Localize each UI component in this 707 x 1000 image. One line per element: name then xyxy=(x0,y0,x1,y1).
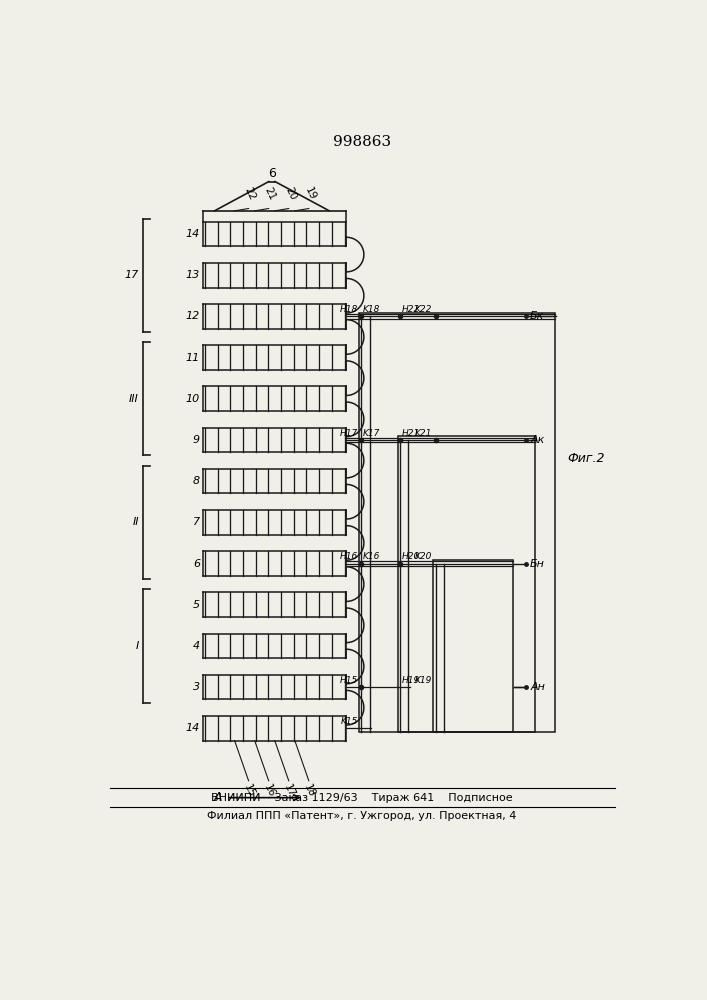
Bar xyxy=(397,436,534,732)
Text: 6: 6 xyxy=(193,559,200,569)
Text: H21: H21 xyxy=(402,429,420,438)
Text: H19: H19 xyxy=(402,676,420,685)
Text: 14: 14 xyxy=(186,723,200,733)
Text: 9: 9 xyxy=(193,435,200,445)
Text: Бк: Бк xyxy=(530,311,544,321)
Text: Бн: Бн xyxy=(530,559,545,569)
Text: 5: 5 xyxy=(193,600,200,610)
Text: K15: K15 xyxy=(341,717,358,726)
Text: 15: 15 xyxy=(242,783,257,799)
Text: 7: 7 xyxy=(193,517,200,527)
Text: 22: 22 xyxy=(243,185,257,202)
Text: 13: 13 xyxy=(186,270,200,280)
Text: K18: K18 xyxy=(363,305,380,314)
Text: K22: K22 xyxy=(415,305,433,314)
Text: 6: 6 xyxy=(268,167,276,180)
Bar xyxy=(433,560,513,732)
Text: 17: 17 xyxy=(124,270,139,280)
Text: K20: K20 xyxy=(415,552,433,561)
Text: I: I xyxy=(136,641,139,651)
Text: Ак: Ак xyxy=(530,435,544,445)
Text: Фиг.2: Фиг.2 xyxy=(567,452,604,465)
Text: 8: 8 xyxy=(193,476,200,486)
Text: III: III xyxy=(129,394,139,404)
Text: 17: 17 xyxy=(282,783,297,799)
Text: 21: 21 xyxy=(263,185,278,202)
Text: H15: H15 xyxy=(340,676,358,685)
Text: 12: 12 xyxy=(186,311,200,321)
Text: H22: H22 xyxy=(402,305,420,314)
Text: K19: K19 xyxy=(415,676,433,685)
Text: 4: 4 xyxy=(193,641,200,651)
Text: 20: 20 xyxy=(283,185,298,202)
Text: Филиал ППП «Патент», г. Ужгород, ул. Проектная, 4: Филиал ППП «Патент», г. Ужгород, ул. Про… xyxy=(207,811,517,821)
Text: K17: K17 xyxy=(363,429,380,438)
Text: 14: 14 xyxy=(186,229,200,239)
Text: 19: 19 xyxy=(303,185,317,202)
Text: H18: H18 xyxy=(340,305,358,314)
Text: 18: 18 xyxy=(302,783,317,799)
Text: ВНИИПИ    Заказ 1129/63    Тираж 641    Подписное: ВНИИПИ Заказ 1129/63 Тираж 641 Подписное xyxy=(211,793,513,803)
Text: 3: 3 xyxy=(193,682,200,692)
Text: H20: H20 xyxy=(402,552,420,561)
Text: K21: K21 xyxy=(415,429,433,438)
Text: 10: 10 xyxy=(186,394,200,404)
Text: 16: 16 xyxy=(262,783,276,799)
Text: H16: H16 xyxy=(340,552,358,561)
Text: 11: 11 xyxy=(186,353,200,363)
Text: A: A xyxy=(214,791,223,804)
Text: 998863: 998863 xyxy=(333,135,391,149)
Bar xyxy=(359,312,555,732)
Text: K16: K16 xyxy=(363,552,380,561)
Text: H17: H17 xyxy=(340,429,358,438)
Text: II: II xyxy=(132,517,139,527)
Text: Ан: Ан xyxy=(530,682,545,692)
